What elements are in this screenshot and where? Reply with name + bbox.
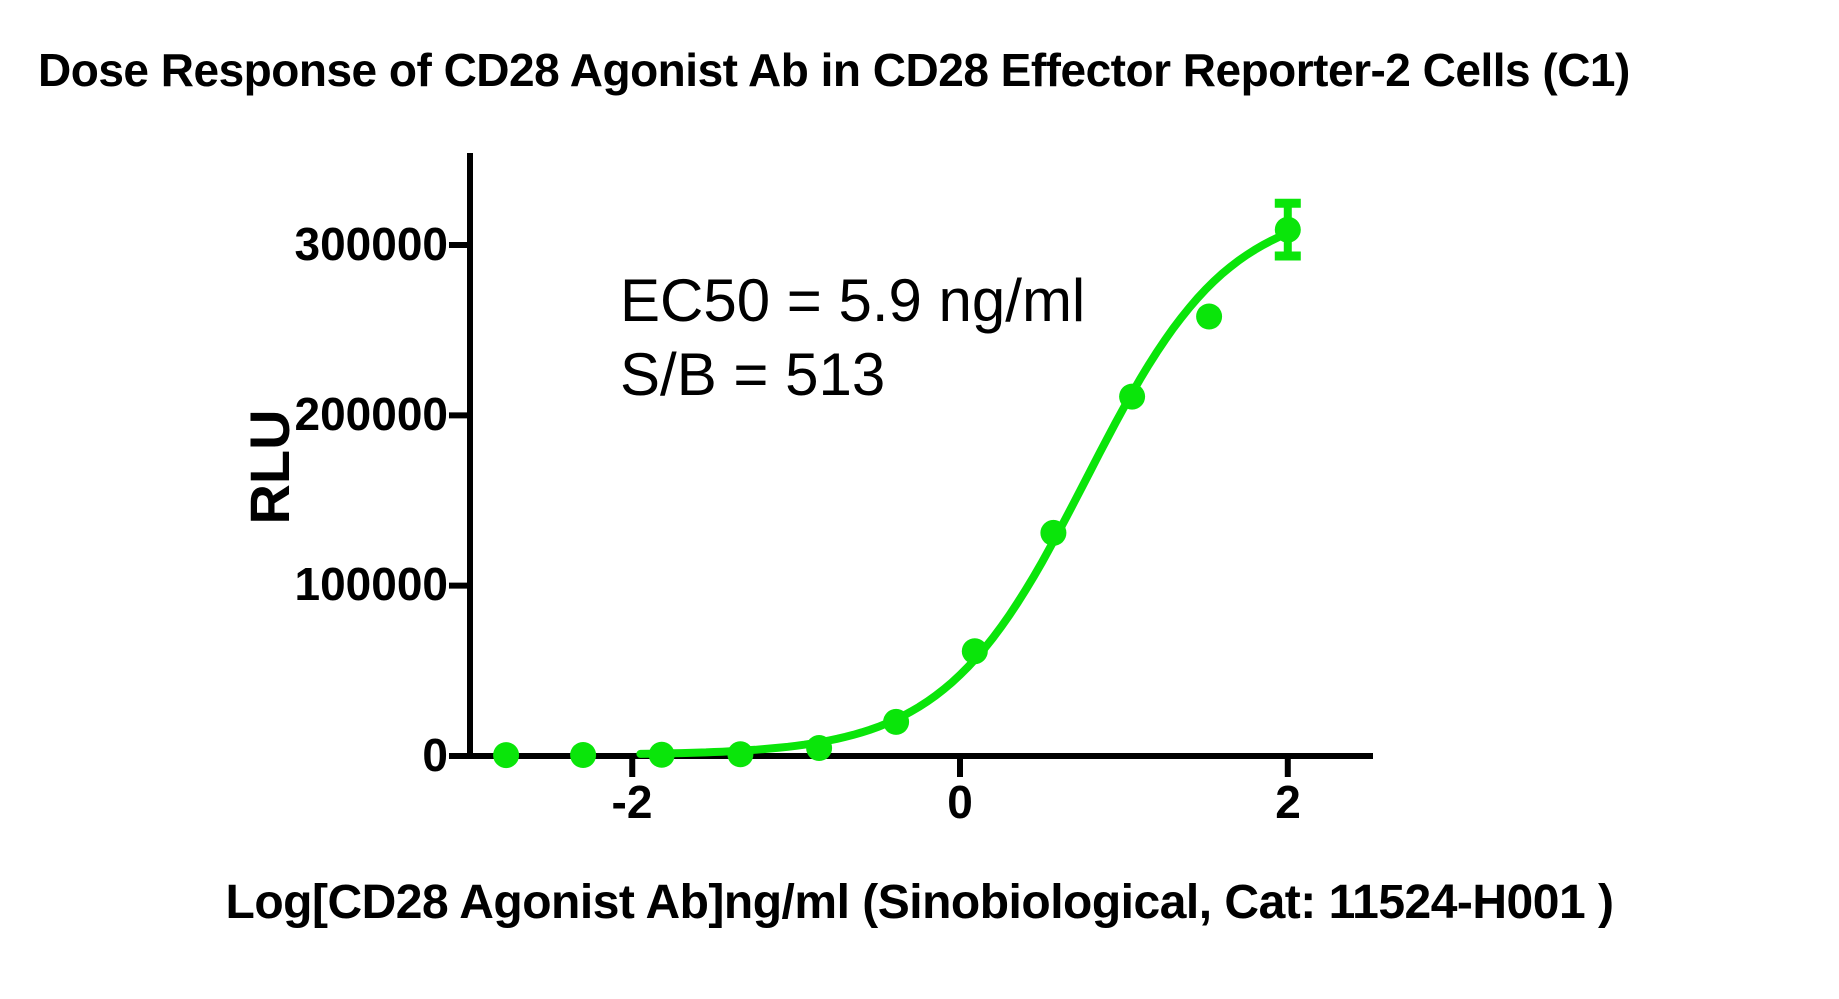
y-tick-label-100000: 100000 [294, 558, 449, 610]
data-point [1040, 519, 1067, 546]
data-point [570, 742, 597, 768]
ec50-annotation: EC50 = 5.9 ng/ml [620, 267, 1086, 334]
data-point [1274, 216, 1301, 243]
x-tick-label-0: 0 [947, 776, 973, 828]
x-tick-label-2: 2 [1275, 776, 1301, 828]
data-point [961, 638, 988, 665]
x-tick-label-neg2: -2 [611, 776, 653, 828]
data-point [727, 741, 754, 768]
data-point [806, 735, 833, 761]
chart-title: Dose Response of CD28 Agonist Ab in CD28… [38, 44, 1630, 96]
data-point [493, 742, 520, 769]
data-point [1196, 303, 1223, 330]
y-tick-label-200000: 200000 [294, 388, 449, 440]
signal-background-annotation: S/B = 513 [620, 341, 886, 408]
y-tick-label-0: 0 [422, 729, 448, 781]
data-point [883, 708, 910, 735]
y-tick-label-300000: 300000 [294, 218, 449, 270]
x-axis-label: Log[CD28 Agonist Ab]ng/ml (Sinobiologica… [225, 876, 1614, 929]
data-point [1119, 383, 1146, 410]
data-point [648, 741, 675, 768]
fit-curve [636, 229, 1292, 758]
